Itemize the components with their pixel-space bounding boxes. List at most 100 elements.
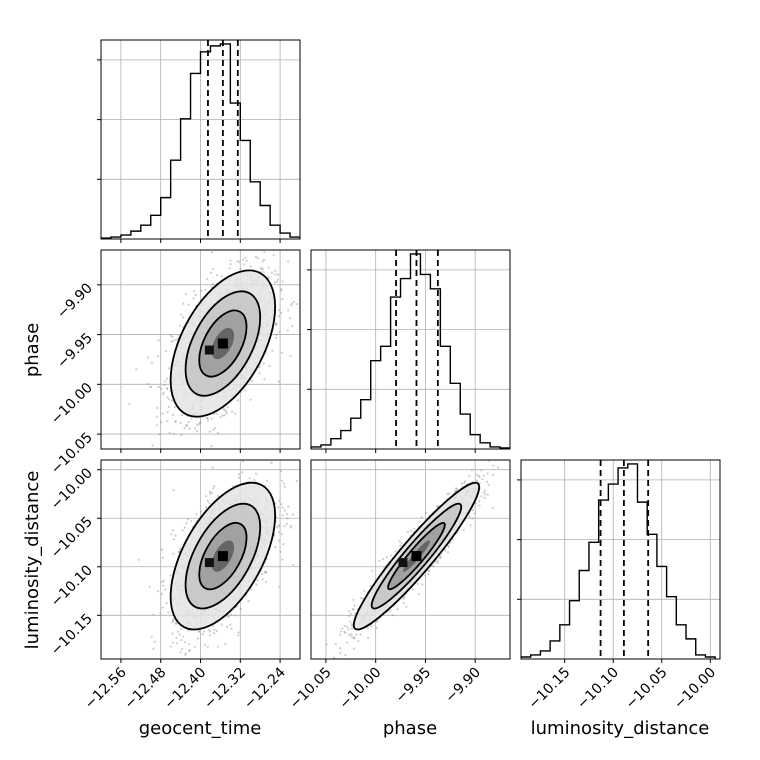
sample-point	[478, 475, 481, 478]
sample-point	[223, 414, 226, 417]
sample-point	[225, 412, 228, 415]
sample-point	[283, 482, 286, 485]
x-axis-label-phase: phase	[383, 718, 437, 739]
sample-point	[169, 574, 172, 577]
sample-point	[128, 403, 131, 406]
sample-point	[280, 533, 284, 536]
sample-point	[478, 475, 481, 478]
sample-point	[277, 380, 280, 383]
sample-point	[278, 499, 281, 502]
sample-point	[165, 601, 168, 605]
sample-point	[174, 420, 177, 423]
sample-point	[171, 399, 174, 402]
sample-point	[478, 504, 481, 507]
sample-point	[190, 453, 192, 455]
sample-point	[149, 385, 152, 388]
sample-point	[171, 619, 175, 622]
sample-point	[486, 493, 489, 496]
sample-point	[349, 661, 351, 663]
x-tick-label: −12.40	[161, 665, 209, 713]
sample-point	[170, 533, 173, 536]
sample-point	[162, 584, 165, 588]
sample-point	[485, 480, 489, 483]
x-tick-label: −10.00	[671, 665, 719, 713]
sample-point	[394, 550, 397, 553]
sample-point	[156, 406, 159, 409]
sample-point	[483, 496, 486, 499]
panel-luminosity-distance-vs-luminosity-distance: −10.15 −10.10 −10.05 −10.00	[517, 459, 721, 713]
sample-point	[179, 651, 182, 654]
sample-point	[427, 569, 430, 573]
sample-point	[416, 582, 419, 586]
sample-point	[492, 464, 495, 467]
sample-point	[276, 526, 279, 529]
sample-point	[172, 538, 175, 541]
sample-point	[290, 304, 293, 307]
sample-point	[366, 626, 369, 629]
y-tick-label: −10.05	[48, 514, 96, 562]
sample-point	[227, 615, 231, 619]
sample-point	[350, 623, 353, 626]
sample-point	[172, 489, 175, 492]
panel-background	[311, 250, 510, 449]
sample-point	[160, 387, 163, 390]
sample-point	[438, 557, 442, 560]
sample-point	[275, 336, 278, 339]
sample-point	[217, 431, 220, 434]
sample-point	[371, 569, 374, 572]
sample-point	[153, 640, 156, 644]
sample-point	[262, 270, 265, 273]
x-tick-label: −12.56	[82, 664, 130, 712]
sample-point	[304, 521, 306, 523]
sample-point	[428, 569, 431, 572]
sample-point	[446, 492, 449, 496]
sample-point	[179, 421, 182, 424]
sample-point	[170, 340, 173, 343]
sample-point	[181, 413, 184, 416]
sample-point	[187, 421, 190, 424]
sample-point	[285, 522, 288, 525]
sample-point	[489, 457, 491, 459]
sample-point	[190, 417, 193, 420]
sample-point	[346, 625, 349, 629]
sample-point	[184, 641, 187, 644]
sample-point	[268, 364, 271, 367]
sample-point	[167, 611, 170, 614]
sample-point	[448, 492, 451, 495]
sample-point	[447, 545, 450, 548]
sample-point	[161, 412, 164, 415]
panel-background	[521, 460, 720, 659]
sample-point	[205, 495, 208, 498]
sample-point	[168, 431, 171, 434]
panel-frame	[100, 249, 301, 450]
sample-point	[353, 604, 356, 607]
sample-point	[351, 624, 354, 627]
y-tick-label: −10.15	[48, 611, 96, 659]
sample-point	[473, 512, 476, 515]
sample-point	[166, 420, 169, 423]
sample-point	[261, 578, 264, 581]
histogram-step-geocent-time	[101, 43, 300, 239]
x-tick-label: −10.00	[337, 665, 385, 713]
sample-point	[343, 624, 346, 628]
x-tick-label: −12.24	[241, 664, 289, 712]
sample-point	[287, 260, 290, 263]
sample-point	[148, 585, 151, 588]
sample-point	[175, 622, 178, 625]
sample-point	[273, 281, 276, 284]
sample-point	[291, 513, 294, 516]
panel-phase-vs-phase	[307, 249, 511, 453]
panel-geocent-time-vs-geocent-time	[97, 39, 301, 243]
sample-point	[186, 518, 189, 521]
sample-point	[456, 487, 459, 491]
sample-point	[164, 380, 167, 383]
sample-point	[220, 275, 223, 278]
sample-point	[287, 309, 290, 312]
sample-point	[471, 509, 474, 512]
sample-point	[391, 614, 394, 617]
sample-point	[213, 485, 216, 488]
sample-point	[171, 632, 174, 635]
sample-point	[187, 303, 190, 306]
panel-content	[311, 457, 510, 663]
